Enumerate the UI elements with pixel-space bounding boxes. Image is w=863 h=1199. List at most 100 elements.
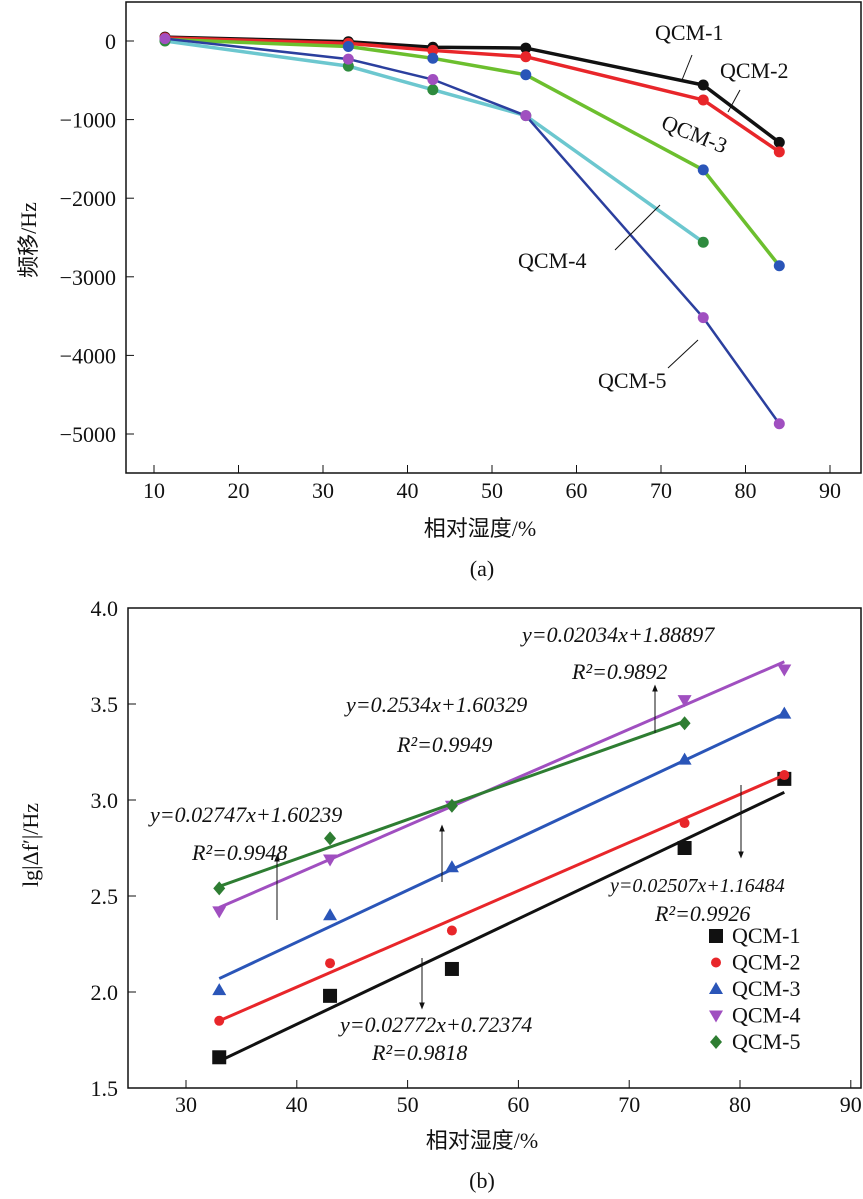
chart-a: QCM-1 QCM-2 QCM-3 QCM-4 QCM-5 相对湿度/% 频移/…: [16, 1, 862, 581]
data-point-qcm-5: [678, 716, 691, 731]
data-point-qcm-5: [773, 418, 785, 430]
data-point-qcm-1: [677, 841, 692, 855]
data-point-qcm-1: [323, 988, 338, 1003]
data-point-qcm-4: [323, 854, 338, 867]
y-tick-label: −5000: [60, 422, 116, 447]
data-point-qcm-3: [520, 69, 532, 81]
x-tick-label: 90: [819, 478, 841, 503]
leader-line: [667, 339, 699, 369]
x-axis-label-b: 相对湿度/%: [426, 1128, 538, 1153]
y-axis-label-a: 频移/Hz: [16, 202, 41, 278]
data-point-qcm-4: [427, 84, 439, 96]
data-point-qcm-4: [777, 664, 792, 677]
x-tick-label: 30: [175, 1092, 197, 1117]
data-point-qcm-5: [445, 798, 458, 813]
y-tick-label: 4.0: [91, 596, 119, 621]
x-tick-label: 70: [650, 478, 672, 503]
y-tick-label: 3.5: [91, 692, 119, 717]
legend-marker-qcm-1: [709, 929, 723, 943]
series-label-qcm5: QCM-5: [598, 368, 666, 393]
legend-label-qcm-2: QCM-2: [732, 950, 800, 975]
data-point-qcm-2: [325, 958, 336, 969]
legend-label-qcm-1: QCM-1: [732, 923, 800, 948]
y-tick-label: 3.0: [91, 788, 119, 813]
y-tick-label: −4000: [60, 343, 116, 368]
plot-frame-b: [127, 607, 862, 1089]
legend-label-qcm-4: QCM-4: [732, 1003, 800, 1028]
fit-line-qcm-1: [218, 790, 785, 1063]
data-point-qcm-5: [427, 74, 439, 86]
fit-equation-qcm5: y=0.2534x+1.60329: [344, 692, 527, 717]
data-point-qcm-3: [342, 41, 354, 53]
legend-label-qcm-5: QCM-5: [732, 1029, 800, 1054]
data-point-qcm-2: [697, 94, 709, 106]
data-point-qcm-1: [773, 136, 785, 148]
data-point-qcm-3: [427, 52, 439, 64]
x-tick-label: 60: [507, 1092, 529, 1117]
series-line-qcm-3: [164, 37, 781, 267]
fit-r2-qcm3: R²=0.9948: [191, 840, 287, 865]
fit-equation-qcm4: y=0.02034x+1.88897: [520, 622, 715, 647]
plot-frame-a: [125, 1, 862, 474]
x-tick-label: 40: [286, 1092, 308, 1117]
data-point-qcm-5: [159, 33, 171, 45]
x-tick-label: 30: [312, 478, 334, 503]
data-point-qcm-3: [444, 860, 459, 873]
data-point-qcm-3: [773, 260, 785, 272]
data-point-qcm-4: [677, 695, 692, 708]
data-point-qcm-2: [520, 51, 532, 63]
fit-r2-qcm1: R²=0.9818: [371, 1040, 467, 1065]
fit-r2-qcm5: R²=0.9949: [396, 732, 492, 757]
chart-b: y=0.02034x+1.88897 R²=0.9892 y=0.2534x+1…: [18, 596, 862, 1193]
x-tick-label: 40: [397, 478, 419, 503]
data-point-qcm-3: [777, 706, 792, 719]
x-tick-label: 80: [729, 1092, 751, 1117]
data-point-qcm-2: [427, 44, 439, 56]
legend-marker-qcm-4: [709, 1010, 723, 1023]
legend-marker-qcm-5: [710, 1035, 722, 1049]
x-axis-label-a: 相对湿度/%: [424, 516, 536, 541]
y-tick-label: 0: [105, 29, 116, 54]
series-line-qcm-2: [164, 36, 781, 154]
legend-marker-qcm-2: [711, 957, 721, 968]
data-point-qcm-5: [324, 831, 337, 846]
panel-label-b: (b): [469, 1168, 495, 1193]
data-point-qcm-3: [697, 164, 709, 176]
series-label-qcm4: QCM-4: [518, 248, 586, 273]
legend-marker-qcm-3: [709, 982, 723, 994]
x-tick-label: 60: [566, 478, 588, 503]
fit-r2-qcm2: R²=0.9926: [654, 901, 750, 926]
fit-equation-qcm1: y=0.02772x+0.72374: [338, 1012, 532, 1037]
data-point-qcm-3: [212, 983, 227, 996]
data-point-qcm-2: [679, 818, 690, 829]
data-point-qcm-1: [697, 79, 709, 91]
series-line-qcm-4: [164, 39, 705, 244]
data-point-qcm-2: [773, 146, 785, 158]
series-line-qcm-5: [164, 37, 781, 425]
fit-equation-qcm3: y=0.02747x+1.60239: [148, 802, 342, 827]
leader-line: [727, 89, 741, 113]
fit-equation-qcm2: y=0.02507x+1.16484: [608, 875, 785, 897]
y-tick-label: −2000: [60, 186, 116, 211]
data-point-qcm-4: [697, 236, 709, 248]
data-point-qcm-3: [323, 908, 338, 921]
data-point-qcm-1: [520, 42, 532, 54]
data-point-qcm-5: [342, 53, 354, 65]
leader-line: [681, 54, 693, 81]
fit-line-qcm-2: [218, 773, 785, 1023]
data-point-qcm-5: [697, 312, 709, 324]
y-tick-label: −3000: [60, 265, 116, 290]
data-point-qcm-5: [213, 881, 226, 896]
y-tick-label: 2.0: [91, 980, 119, 1005]
fit-r2-qcm4: R²=0.9892: [571, 659, 667, 684]
data-point-qcm-1: [444, 961, 459, 976]
x-tick-label: 50: [397, 1092, 419, 1117]
series-label-qcm2: QCM-2: [720, 58, 788, 83]
data-point-qcm-3: [677, 752, 692, 765]
fit-line-qcm-3: [218, 712, 785, 980]
x-tick-label: 20: [228, 478, 250, 503]
x-tick-label: 10: [143, 478, 165, 503]
data-point-qcm-2: [779, 770, 790, 781]
x-tick-label: 70: [618, 1092, 640, 1117]
